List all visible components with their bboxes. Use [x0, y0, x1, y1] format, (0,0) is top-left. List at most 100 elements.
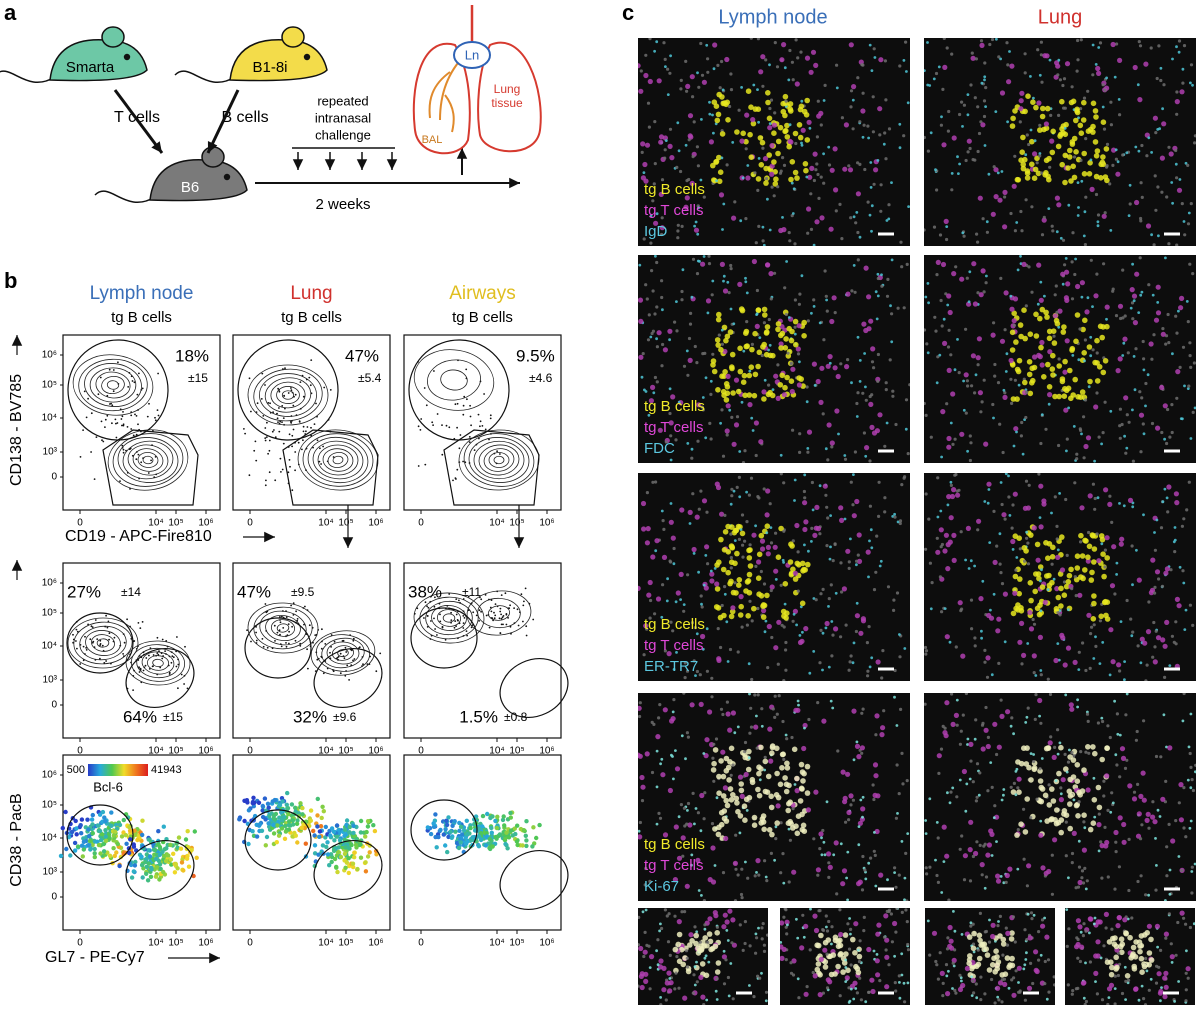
cell: [1099, 756, 1105, 763]
cell: [764, 875, 768, 879]
event-dot: [117, 361, 119, 364]
cell: [939, 509, 943, 513]
cell: [1005, 352, 1009, 356]
event-dot: [331, 829, 337, 834]
cell: [851, 513, 857, 519]
cell: [819, 215, 825, 221]
cell: [638, 834, 643, 840]
cell: [1177, 50, 1181, 54]
cell: [760, 603, 766, 609]
cell: [1114, 148, 1118, 152]
cell: [1057, 443, 1061, 448]
cell: [1056, 610, 1060, 615]
cell: [758, 820, 764, 826]
cell: [658, 139, 664, 145]
event-dot: [301, 448, 303, 451]
cell: [644, 142, 651, 148]
cell: [796, 589, 800, 593]
x-tick-label: 10⁴: [489, 746, 504, 757]
cell: [1141, 339, 1145, 344]
cell: [880, 273, 883, 277]
cell: [1095, 351, 1099, 355]
micrograph: [638, 693, 910, 901]
cell: [839, 561, 843, 565]
event-dot: [287, 471, 290, 474]
cell: [639, 774, 645, 781]
event-dot: [256, 402, 259, 405]
cell: [827, 864, 833, 871]
event-dot: [348, 679, 350, 681]
cell: [886, 585, 891, 589]
event-dot: [504, 592, 507, 595]
event-dot: [92, 854, 98, 860]
cell: [1025, 884, 1029, 888]
cell: [855, 601, 859, 605]
cell: [714, 337, 721, 343]
event-dot: [483, 393, 485, 395]
cell: [666, 93, 670, 96]
cell: [936, 753, 942, 759]
cell: [822, 840, 826, 844]
cell: [900, 840, 904, 843]
cell: [1077, 592, 1083, 598]
cell: [715, 831, 722, 838]
cell: [969, 441, 973, 445]
cell: [1187, 480, 1191, 484]
cell: [755, 746, 759, 750]
x-tick-label: 10⁶: [198, 518, 213, 529]
cell: [1174, 620, 1178, 624]
cell: [1125, 413, 1129, 417]
cell: [773, 271, 777, 275]
event-dot: [464, 841, 469, 846]
cell: [761, 306, 768, 313]
cell: [775, 65, 780, 69]
cell: [1018, 120, 1022, 124]
event-dot: [481, 425, 484, 427]
cell: [728, 797, 735, 803]
event-dot: [246, 629, 249, 632]
micrograph-bg: [638, 255, 910, 463]
micrograph: [638, 38, 910, 246]
event-dot: [284, 367, 286, 370]
cell: [1170, 838, 1176, 844]
cell: [669, 54, 672, 58]
cell: [1012, 491, 1018, 497]
event-dot: [111, 422, 113, 425]
cell: [706, 57, 710, 61]
cell: [737, 368, 744, 375]
cell: [1067, 825, 1073, 832]
cell: [1054, 284, 1058, 288]
cell: [907, 205, 910, 209]
cell: [983, 61, 987, 65]
cell: [747, 547, 753, 553]
cell: [1045, 361, 1051, 368]
cell: [775, 794, 782, 801]
cell: [760, 707, 764, 711]
cell: [1036, 262, 1042, 268]
cell: [855, 191, 862, 197]
cell: [1176, 603, 1182, 609]
cell: [966, 113, 970, 117]
cell: [946, 293, 952, 299]
cell: [1071, 231, 1075, 235]
cell: [859, 745, 866, 751]
cell: [716, 91, 722, 98]
cell: [1182, 517, 1186, 521]
cell: [1056, 73, 1060, 77]
cell: [1168, 151, 1174, 157]
cell: [822, 338, 826, 342]
cell: [638, 714, 642, 719]
event-dot: [365, 854, 371, 859]
cell: [992, 592, 996, 596]
cell: [751, 258, 758, 265]
cell: [755, 786, 761, 793]
cell: [978, 292, 984, 298]
contour: [413, 349, 495, 411]
cell: [652, 182, 656, 186]
event-dot: [312, 446, 314, 449]
cell: [1165, 845, 1169, 849]
event-dot: [424, 463, 427, 466]
cell: [685, 83, 691, 89]
event-dot: [327, 863, 332, 868]
event-dot: [267, 452, 269, 455]
